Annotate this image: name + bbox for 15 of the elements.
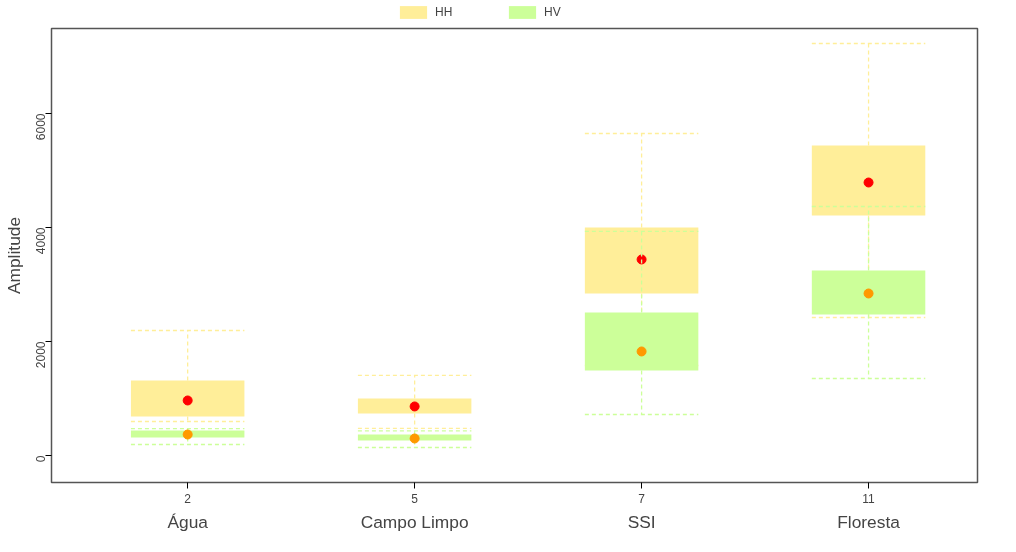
y-tick-label: 6000 [34, 113, 48, 141]
text: 7 [638, 491, 646, 506]
text: 2 [184, 491, 192, 506]
x-tick-label: Campo Limpo [360, 511, 469, 532]
text: 5 [411, 491, 419, 506]
y-tick-label: 4000 [34, 227, 48, 255]
y-axis-title: Amplitude [3, 216, 24, 295]
x-tick-label: SSI [627, 511, 656, 532]
text: 11 [862, 491, 876, 506]
legend-label: HH [434, 5, 454, 19]
y-tick-label: 0 [34, 455, 48, 463]
x-tick-label: Água [167, 511, 209, 532]
y-tick-label: 2000 [34, 341, 48, 369]
x-tick-label: Floresta [837, 511, 901, 532]
legend-label: HV [543, 5, 562, 19]
